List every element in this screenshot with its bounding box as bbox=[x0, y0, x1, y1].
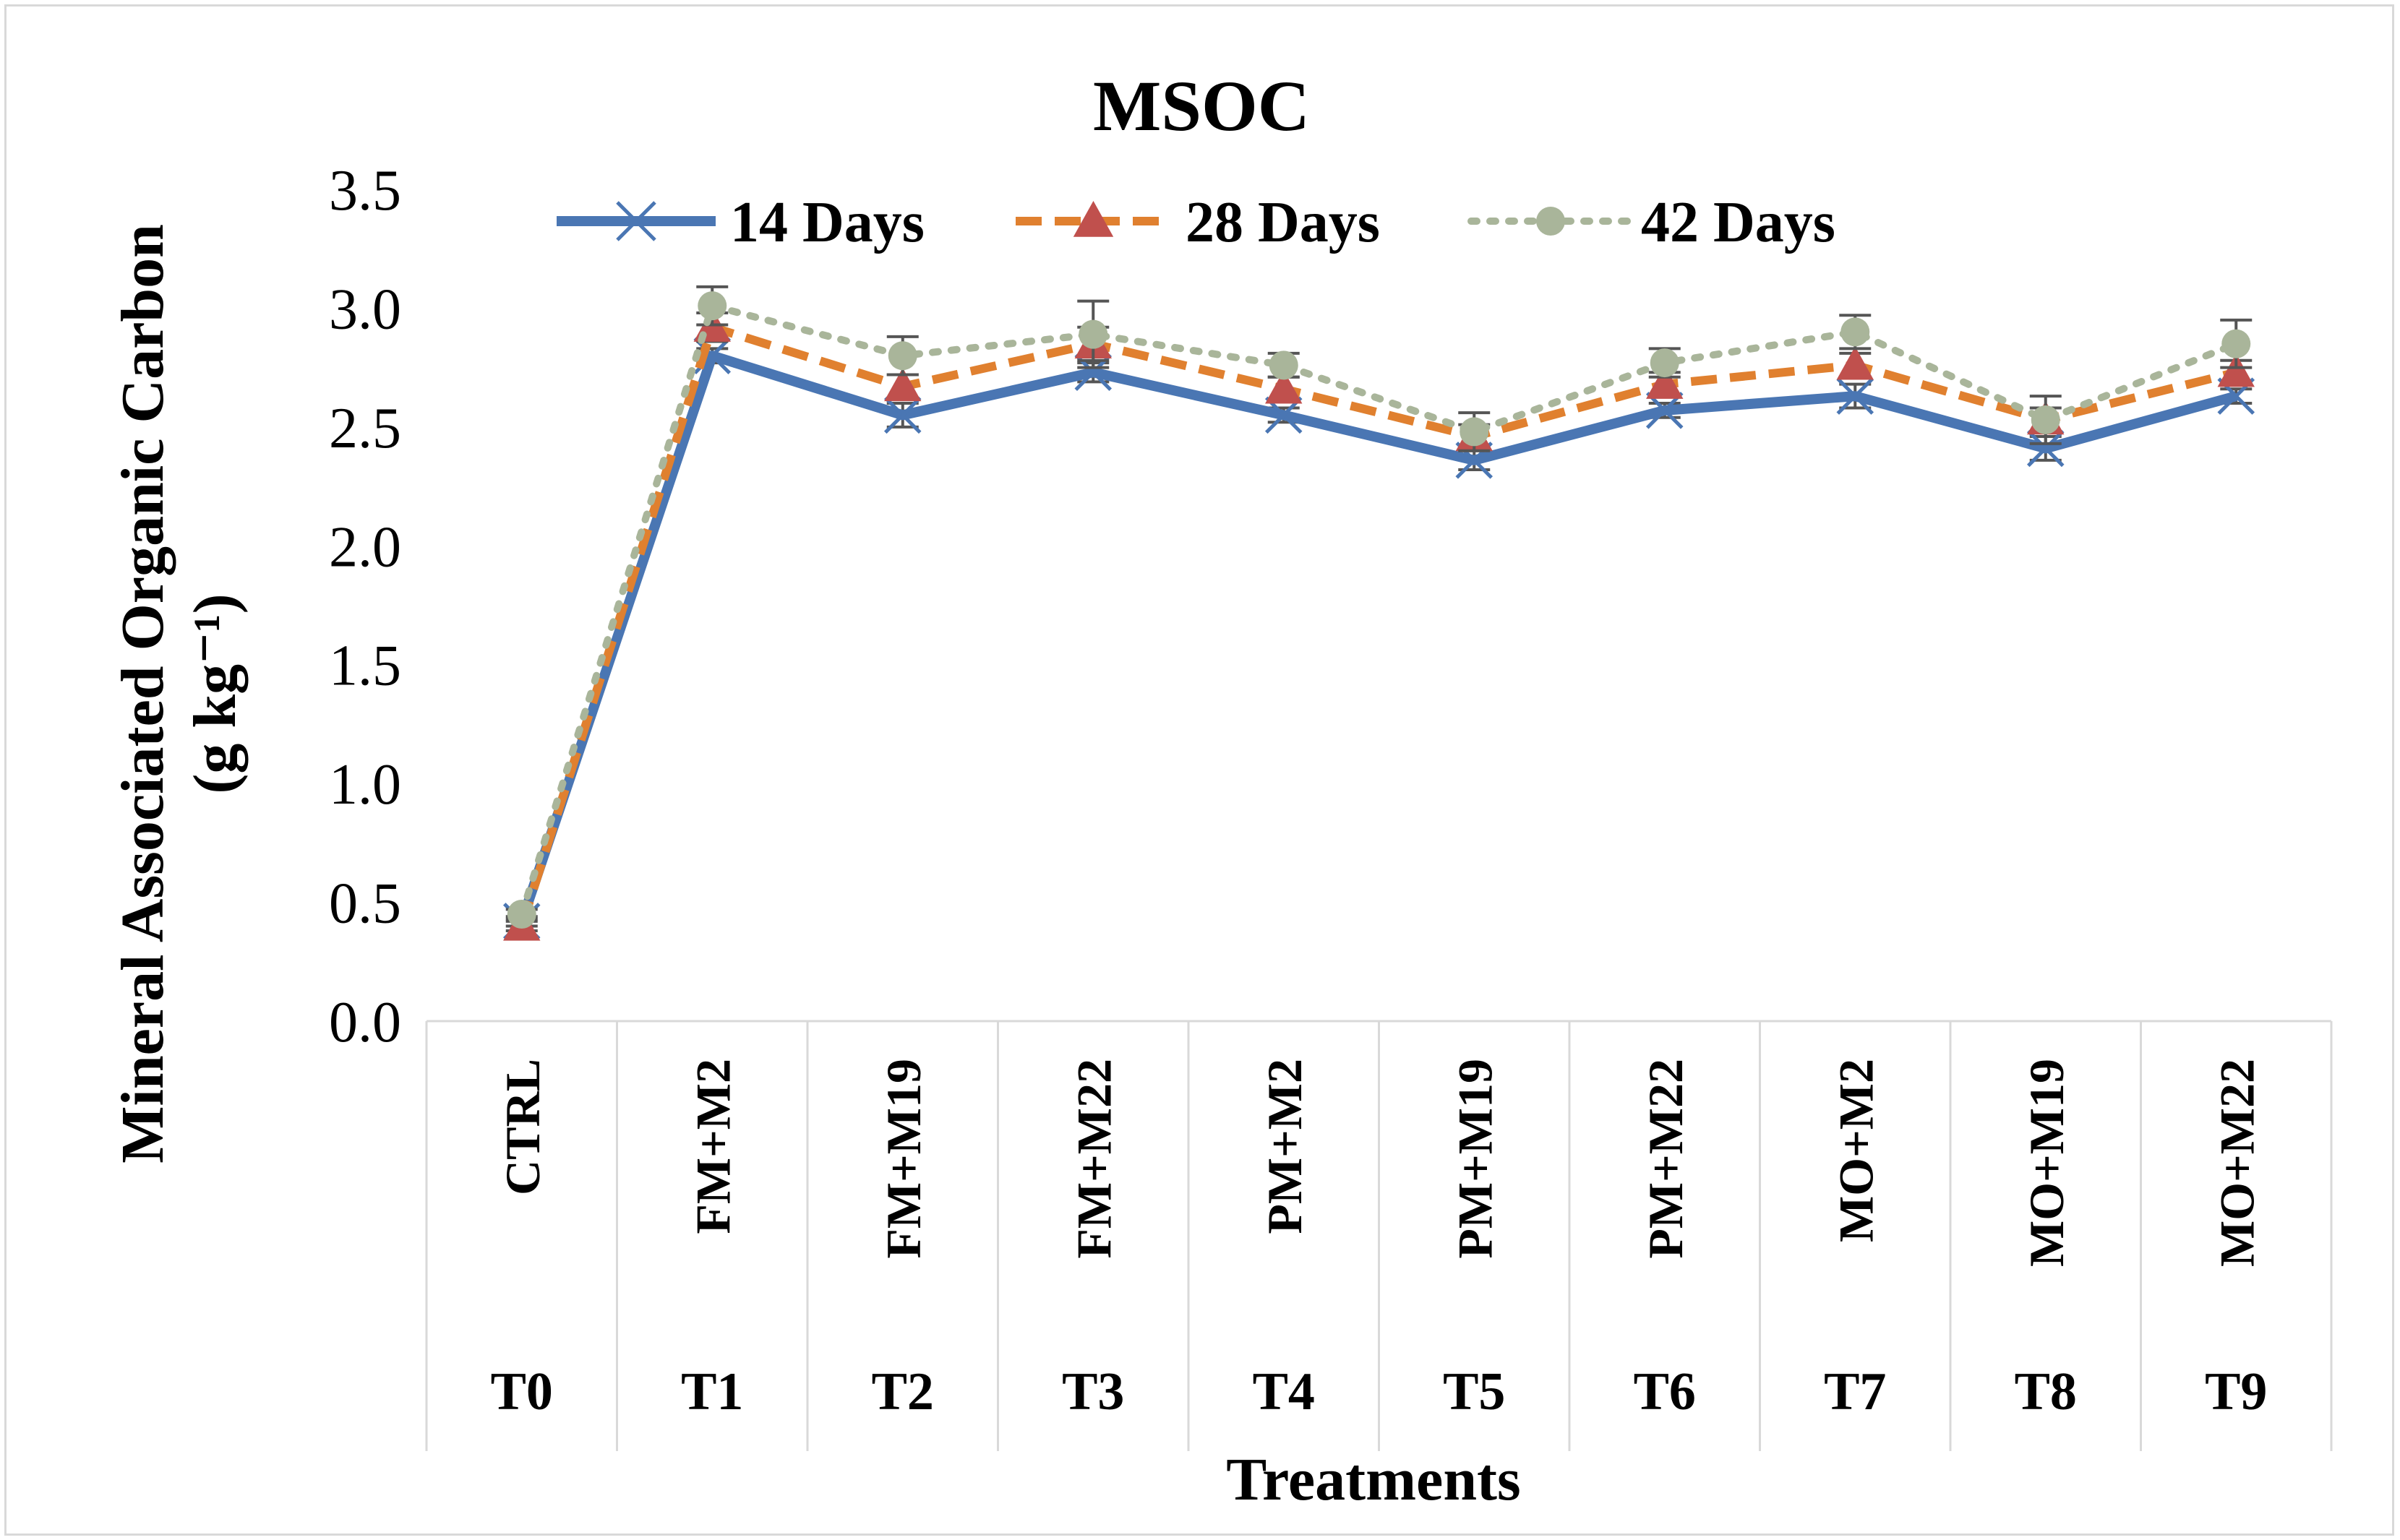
x-treatment-code: T4 bbox=[1253, 1362, 1315, 1421]
x-treatment-code: T7 bbox=[1824, 1362, 1886, 1421]
x-axis-title: Treatments bbox=[1226, 1446, 1520, 1513]
x-category-label: PM+M22 bbox=[1638, 1059, 1693, 1259]
x-treatment-code: T2 bbox=[872, 1362, 934, 1421]
x-treatment-code: T3 bbox=[1062, 1362, 1124, 1421]
data-point-triangle-marker bbox=[1836, 346, 1874, 380]
data-point-triangle-marker bbox=[1265, 370, 1303, 404]
legend-item: 14 Days bbox=[557, 191, 925, 254]
y-axis-title: Mineral Associated Organic Carbon (g kg⁻… bbox=[109, 224, 249, 1163]
x-category-label: FM+M2 bbox=[685, 1059, 740, 1234]
legend-item: 28 Days bbox=[1016, 191, 1380, 254]
data-point-circle-marker bbox=[1536, 207, 1565, 236]
marker-stroke bbox=[616, 201, 656, 241]
x-category-label: MO+M19 bbox=[2019, 1059, 2074, 1267]
x-treatment-code: T8 bbox=[2015, 1362, 2077, 1421]
legend-label: 42 Days bbox=[1641, 191, 1835, 254]
series-line bbox=[518, 322, 2237, 928]
data-point-circle-marker bbox=[1650, 348, 1679, 378]
series-line bbox=[517, 350, 2238, 924]
marker-stroke bbox=[883, 396, 922, 434]
y-tick-label: 0.5 bbox=[329, 872, 401, 936]
data-point-circle-marker bbox=[1840, 317, 1870, 347]
y-tick-label: 2.0 bbox=[329, 515, 401, 579]
data-point-circle-marker bbox=[507, 900, 536, 929]
data-point-circle-marker bbox=[1460, 417, 1489, 447]
data-point-circle-marker bbox=[698, 291, 727, 321]
series-42-days bbox=[505, 285, 2253, 929]
x-treatment-code: T0 bbox=[491, 1362, 553, 1421]
data-point-circle-marker bbox=[1269, 350, 1298, 380]
data-point-x-marker bbox=[1836, 377, 1874, 415]
y-tick-label: 3.5 bbox=[329, 159, 401, 223]
data-point-triangle-marker bbox=[884, 367, 922, 402]
y-axis-title-main: Mineral Associated Organic Carbon bbox=[109, 224, 176, 1163]
x-treatment-code: T1 bbox=[681, 1362, 743, 1421]
series-14-days bbox=[502, 337, 2255, 940]
data-point-circle-marker bbox=[2031, 405, 2060, 434]
data-point-x-marker bbox=[883, 396, 922, 434]
data-point-triangle-marker bbox=[1646, 365, 1684, 399]
x-category-label: CTRL bbox=[495, 1059, 550, 1195]
y-axis-ticks: 0.0 0.5 1.0 1.5 2.0 2.5 3.0 3.5 bbox=[329, 159, 401, 1054]
y-tick-label: 1.0 bbox=[329, 753, 401, 817]
marker-stroke bbox=[2026, 429, 2065, 468]
y-tick-label: 1.5 bbox=[329, 635, 401, 698]
series-line bbox=[518, 302, 2240, 919]
x-axis: CTRL T0 FM+M2 T1 FM+M19 T2 FM+M22 T3 PM+M2 T4 PM+M… bbox=[425, 1020, 2333, 1451]
x-category-label: MO+M22 bbox=[2209, 1059, 2264, 1267]
y-tick-label: 2.5 bbox=[329, 397, 401, 460]
legend-label: 28 Days bbox=[1186, 191, 1380, 254]
x-treatment-code: T6 bbox=[1634, 1362, 1696, 1421]
data-point-circle-marker bbox=[888, 341, 917, 371]
x-treatment-code: T5 bbox=[1443, 1362, 1505, 1421]
y-tick-label: 3.0 bbox=[329, 278, 401, 341]
y-tick-label: 0.0 bbox=[329, 991, 401, 1054]
legend-label: 14 Days bbox=[730, 191, 925, 254]
data-point-circle-marker bbox=[1079, 319, 1108, 349]
y-axis-title-unit: (g kg⁻¹) bbox=[181, 593, 249, 793]
series-28-days bbox=[503, 308, 2255, 941]
legend: 14 Days 28 Days 42 Days bbox=[557, 191, 1835, 254]
data-point-x-marker bbox=[2026, 429, 2065, 468]
marker-stroke bbox=[1836, 377, 1874, 415]
data-point-triangle-marker bbox=[2217, 353, 2255, 387]
chart-title: MSOC bbox=[1093, 66, 1310, 146]
x-category-label: PM+M2 bbox=[1257, 1059, 1312, 1234]
data-point-circle-marker bbox=[2221, 329, 2251, 358]
x-category-label: FM+M19 bbox=[876, 1059, 931, 1259]
chart-frame bbox=[4, 4, 2394, 1536]
x-category-label: PM+M19 bbox=[1447, 1059, 1502, 1259]
x-category-label: FM+M22 bbox=[1066, 1059, 1121, 1259]
data-point-triangle-marker bbox=[1073, 200, 1114, 237]
series-layer bbox=[502, 285, 2255, 941]
legend-item: 42 Days bbox=[1467, 191, 1835, 254]
data-point-x-marker bbox=[616, 201, 656, 241]
x-category-label: MO+M2 bbox=[1828, 1059, 1883, 1242]
x-treatment-code: T9 bbox=[2205, 1362, 2267, 1421]
